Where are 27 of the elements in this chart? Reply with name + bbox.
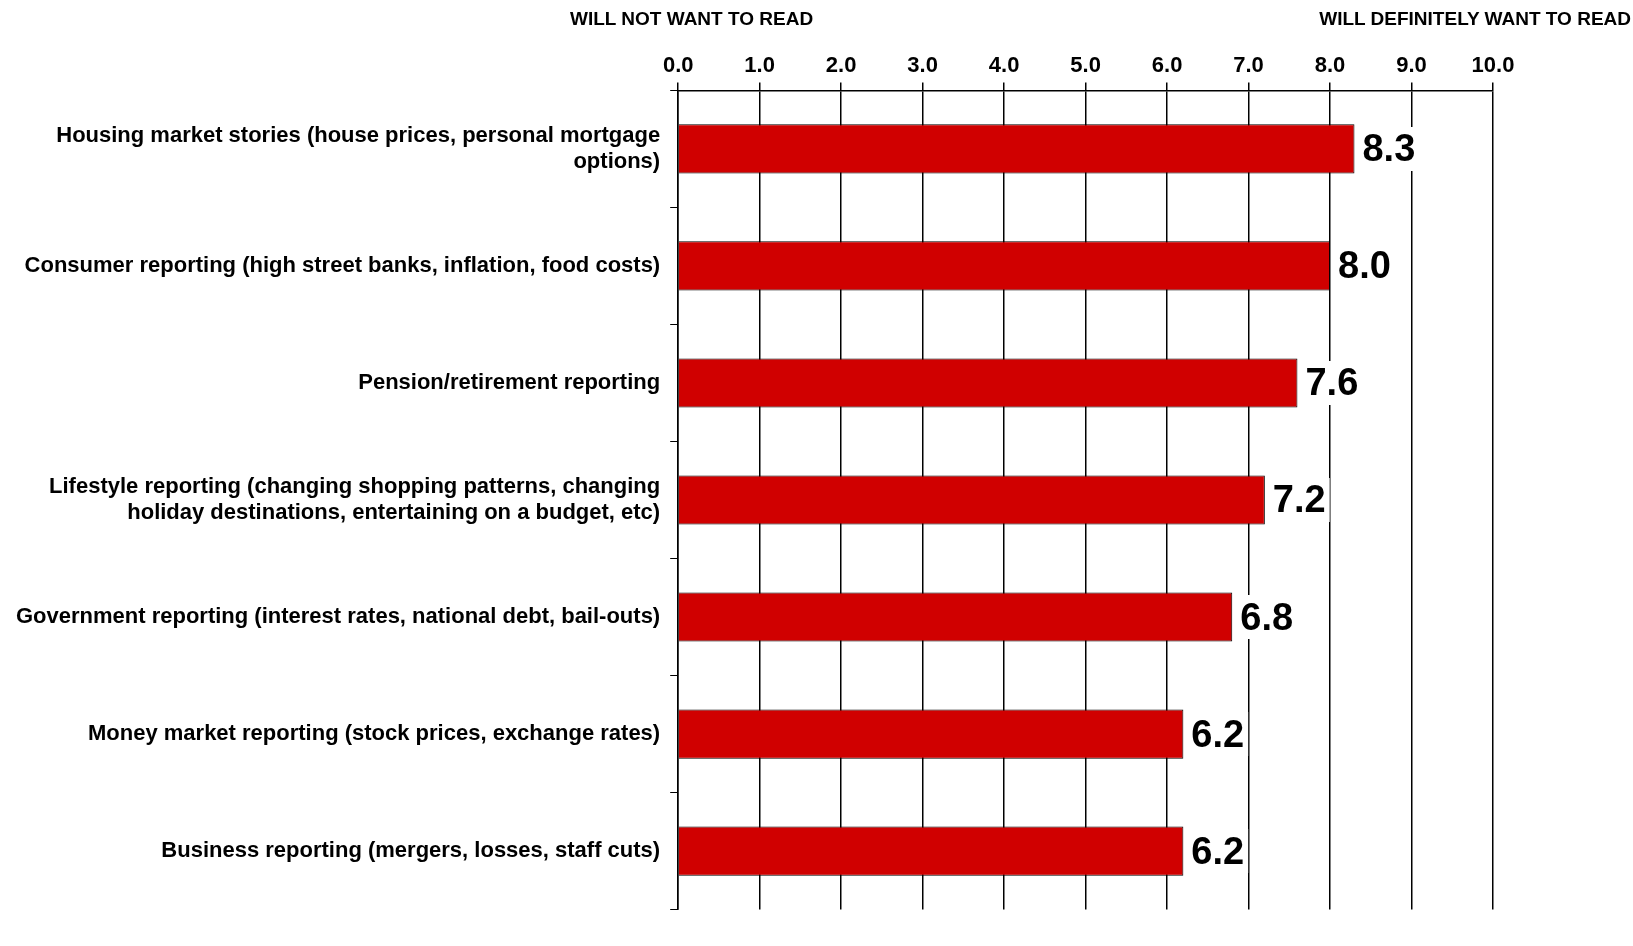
- x-tick-label: 5.0: [1070, 52, 1101, 78]
- y-tick-label: Housing market stories (house prices, personal mortgage options): [56, 121, 661, 174]
- data-label: 7.6: [1305, 361, 1359, 404]
- x-tick-label: 1.0: [744, 52, 775, 78]
- data-label: 6.2: [1191, 829, 1245, 872]
- x-tick-label: 9.0: [1396, 52, 1427, 78]
- data-label: 6.2: [1191, 712, 1245, 755]
- y-tick-label: Consumer reporting (high street banks, inflation, food costs): [24, 252, 661, 278]
- text: WILL DEFINITELY WANT TO READ: [1319, 8, 1631, 30]
- text: WILL NOT WANT TO READ: [570, 8, 814, 30]
- data-label: 6.8: [1240, 595, 1294, 638]
- y-tick-label: Government reporting (interest rates, national debt, bail-outs): [16, 603, 661, 629]
- x-tick-label: 3.0: [907, 52, 938, 78]
- data-label: 7.2: [1272, 478, 1326, 521]
- x-tick-label: 6.0: [1151, 52, 1183, 78]
- x-tick-label: 8.0: [1314, 52, 1346, 78]
- data-label: 8.3: [1362, 127, 1416, 170]
- x-tick-label: 0.0: [662, 52, 694, 78]
- x-tick-label: 2.0: [825, 52, 857, 78]
- x-tick-label: 10.0: [1471, 52, 1515, 78]
- data-label: 8.0: [1338, 244, 1391, 287]
- x-tick-label: 4.0: [988, 52, 1020, 78]
- x-tick-label: 7.0: [1233, 52, 1264, 78]
- y-tick-label: Lifestyle reporting (changing shopping patterns, changing holiday destinations, entertaining on a budget, etc): [49, 472, 661, 525]
- y-tick-label: Pension/retirement reporting: [358, 369, 661, 395]
- y-tick-label: Money market reporting (stock prices, exchange rates): [87, 720, 661, 746]
- y-tick-label: Business reporting (mergers, losses, staff cuts): [161, 837, 661, 863]
